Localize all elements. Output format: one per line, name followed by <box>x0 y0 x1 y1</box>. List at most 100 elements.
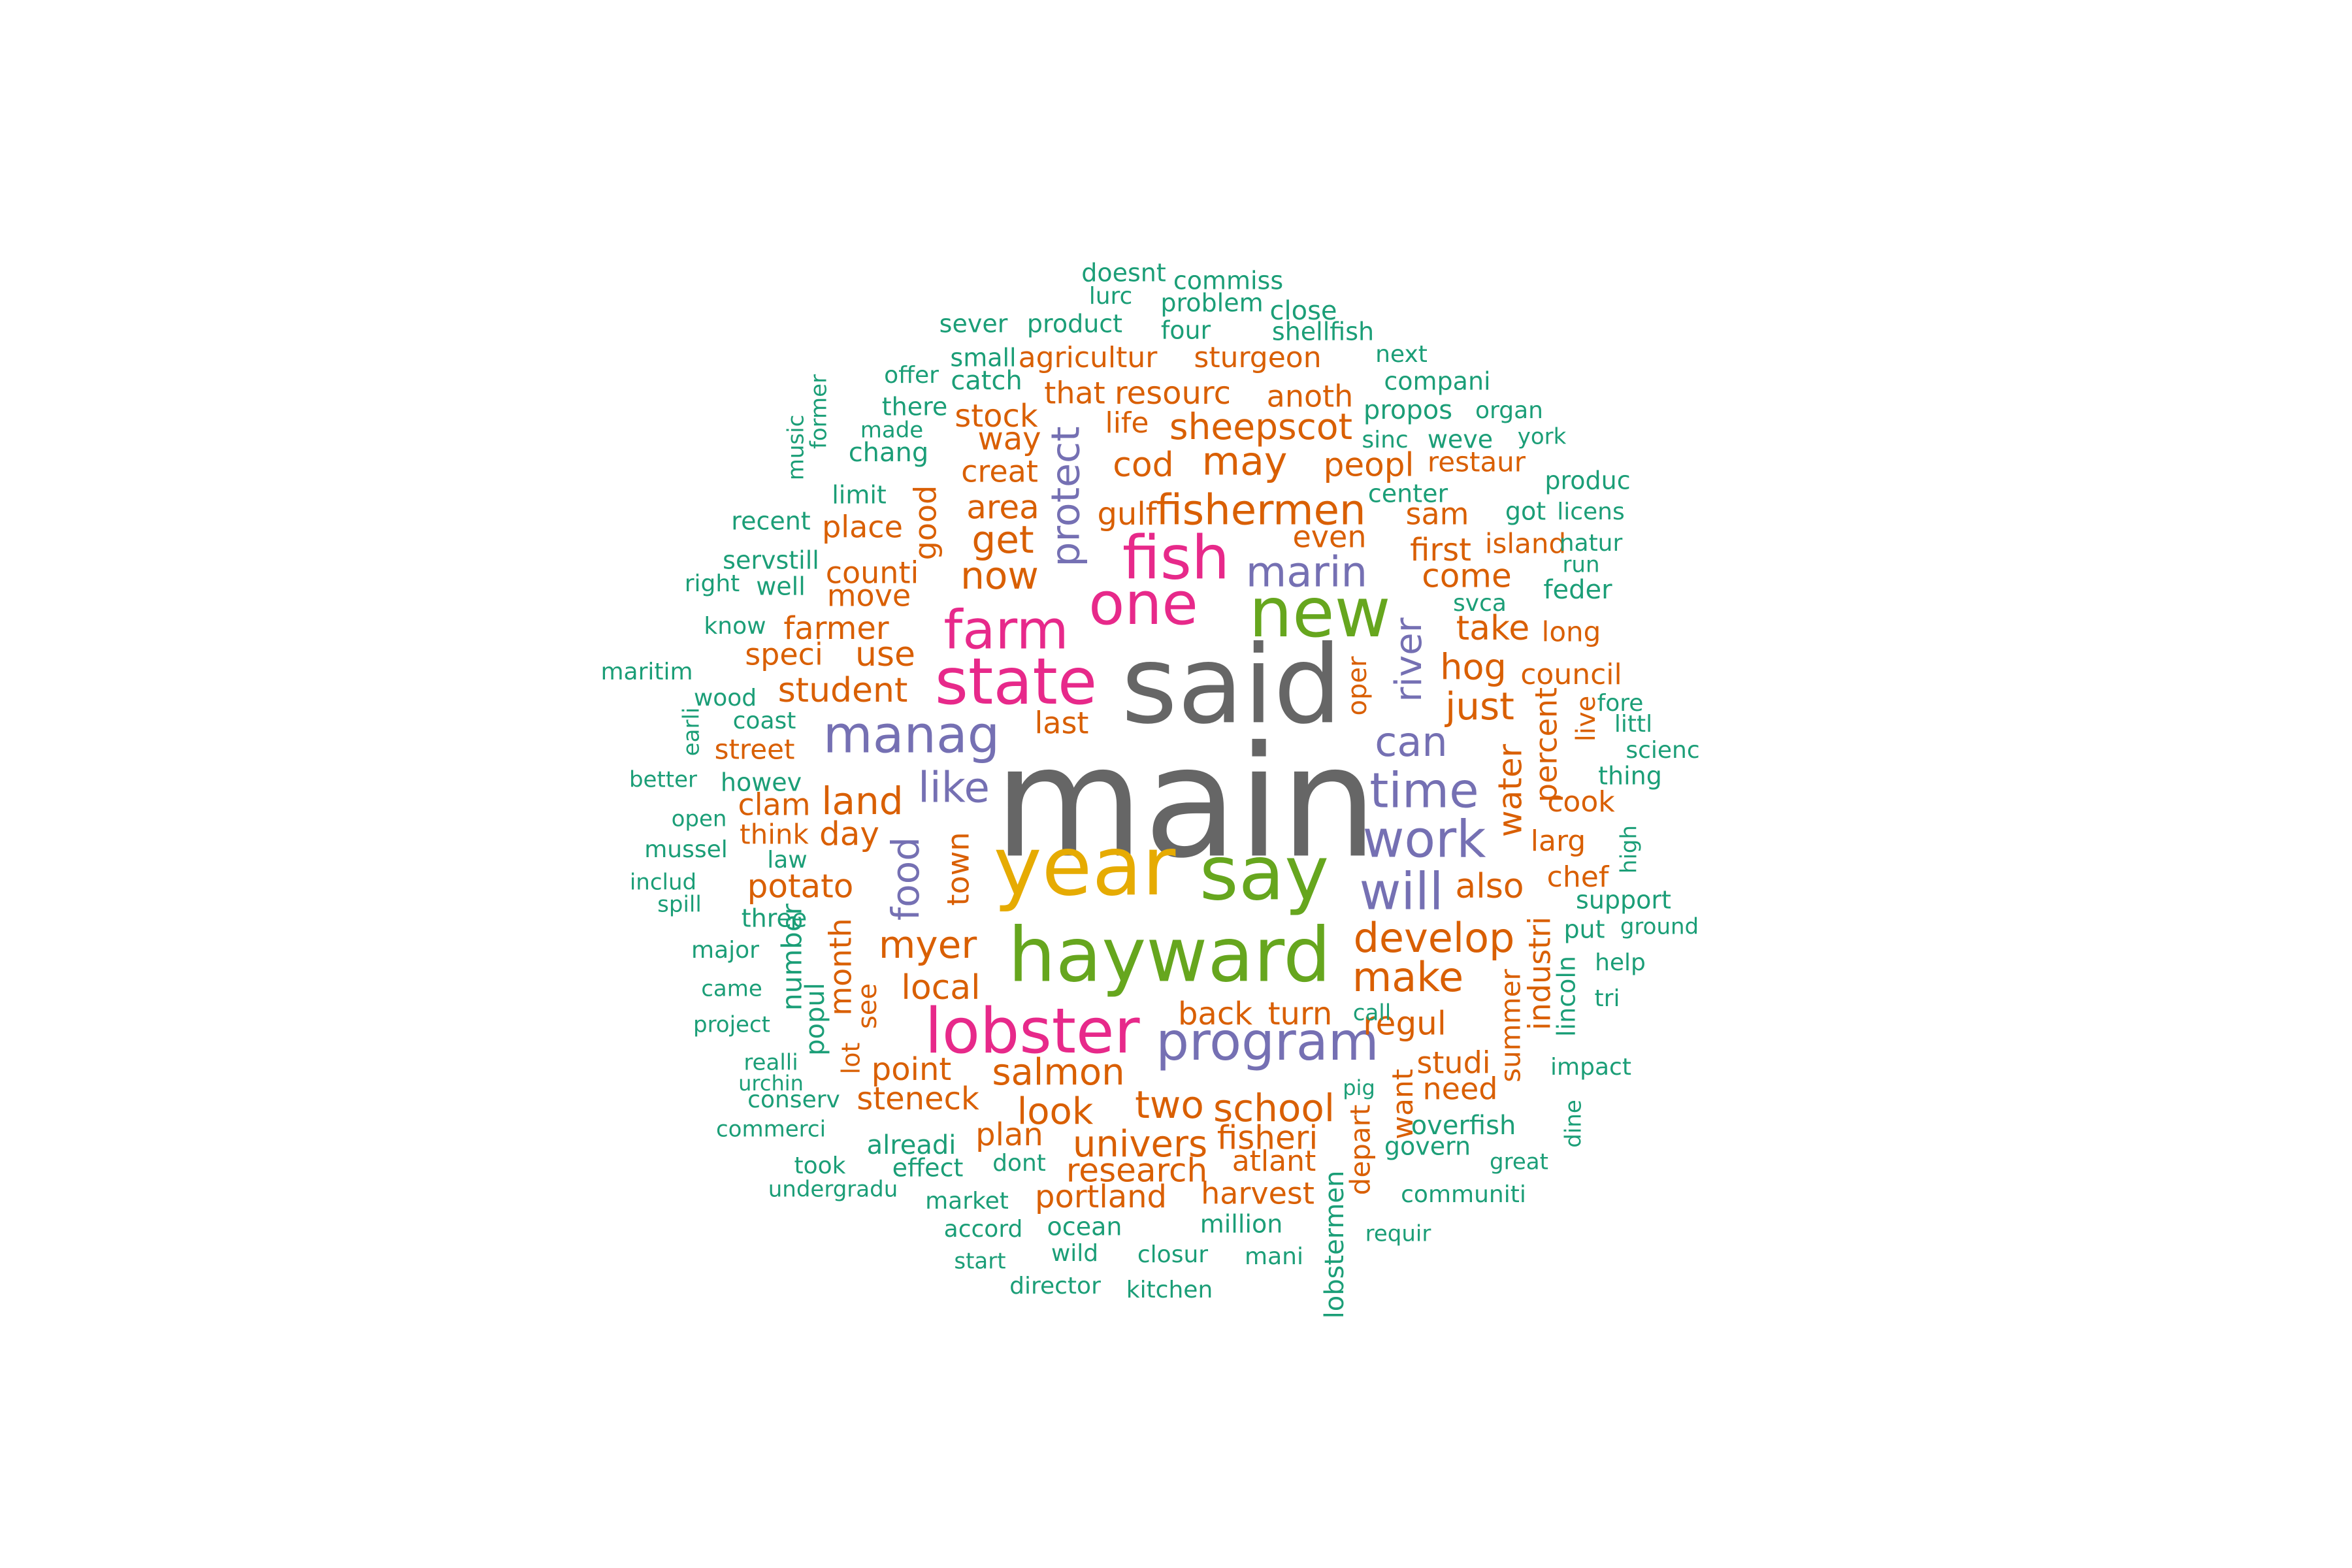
word-farmer: farmer <box>783 610 889 647</box>
word-island: island <box>1485 528 1566 560</box>
word-cook: cook <box>1547 785 1615 819</box>
word-doesnt: doesnt <box>1081 259 1166 287</box>
word-govern: govern <box>1384 1132 1471 1161</box>
word-manag: manag <box>823 706 1000 764</box>
word-last: last <box>1035 706 1089 741</box>
word-farm: farm <box>943 599 1068 661</box>
word-univers: univers <box>1073 1123 1207 1166</box>
word-fish: fish <box>1122 523 1230 593</box>
word-impact: impact <box>1550 1054 1631 1081</box>
word-town: town <box>941 832 976 906</box>
word-industri: industri <box>1522 917 1558 1030</box>
word-harvest: harvest <box>1201 1176 1315 1211</box>
word-see: see <box>853 983 883 1029</box>
word-center: center <box>1368 480 1448 508</box>
word-street: street <box>715 734 795 766</box>
word-lot: lot <box>837 1043 866 1075</box>
word-small: small <box>950 344 1016 372</box>
word-great: great <box>1490 1149 1548 1175</box>
word-recent: recent <box>731 507 810 536</box>
word-get: get <box>972 517 1034 562</box>
word-maritim: maritim <box>600 659 693 685</box>
word-new: new <box>1249 573 1390 653</box>
word-ocean: ocean <box>1047 1213 1122 1241</box>
word-work: work <box>1363 810 1486 869</box>
word-former: former <box>806 374 832 449</box>
word-place: place <box>822 510 903 545</box>
word-requir: requir <box>1365 1221 1431 1247</box>
word-urchin: urchin <box>738 1071 804 1096</box>
word-river: river <box>1388 617 1430 702</box>
word-point: point <box>872 1051 951 1088</box>
word-includ: includ <box>630 870 696 896</box>
word-now: now <box>960 553 1039 598</box>
word-overfish: overfish <box>1411 1111 1516 1141</box>
word-next: next <box>1375 341 1428 368</box>
word-limit: limit <box>832 481 887 510</box>
word-studi: studi <box>1416 1045 1490 1081</box>
word-will: will <box>1360 862 1444 921</box>
word-council: council <box>1520 658 1622 691</box>
word-main: main <box>994 713 1377 892</box>
word-one: one <box>1088 570 1198 638</box>
word-larg: larg <box>1531 825 1586 858</box>
word-compani: compani <box>1384 367 1490 396</box>
word-hog: hog <box>1440 647 1507 688</box>
word-turn: turn <box>1268 996 1333 1032</box>
word-develop: develop <box>1354 914 1515 962</box>
word-howev: howev <box>721 768 802 797</box>
word-wild: wild <box>1051 1240 1098 1267</box>
word-made: made <box>860 417 923 444</box>
word-protect: protect <box>1043 426 1089 566</box>
word-well: well <box>756 572 806 601</box>
word-lobstermen: lobstermen <box>1320 1171 1350 1319</box>
word-day: day <box>819 815 879 853</box>
word-month: month <box>823 918 858 1015</box>
word-know: know <box>704 613 766 640</box>
word-life: life <box>1105 406 1149 440</box>
word-mani: mani <box>1245 1243 1303 1270</box>
word-problem: problem <box>1160 289 1263 318</box>
word-regul: regul <box>1363 1005 1446 1043</box>
word-depart: depart <box>1345 1105 1377 1196</box>
word-closur: closur <box>1137 1241 1208 1268</box>
word-sheepscot: sheepscot <box>1169 406 1352 448</box>
word-state: state <box>935 645 1097 719</box>
word-make: make <box>1352 953 1463 1001</box>
word-steneck: steneck <box>857 1081 979 1117</box>
word-student: student <box>778 671 908 710</box>
word-organ: organ <box>1475 397 1543 424</box>
word-creat: creat <box>961 454 1038 489</box>
word-number: number <box>776 903 808 1011</box>
word-right: right <box>685 570 740 597</box>
word-sam: sam <box>1406 497 1469 532</box>
word-earli: earli <box>679 708 705 757</box>
word-york: york <box>1518 424 1567 450</box>
word-clam: clam <box>738 787 810 823</box>
word-salmon: salmon <box>992 1051 1124 1094</box>
word-effect: effect <box>892 1154 964 1183</box>
word-time: time <box>1369 763 1478 819</box>
word-look: look <box>1017 1090 1094 1133</box>
word-took: took <box>794 1152 845 1179</box>
word-four: four <box>1161 316 1211 345</box>
word-conserv: conserv <box>747 1086 840 1113</box>
word-food: food <box>883 837 928 921</box>
word-may: may <box>1202 439 1288 485</box>
word-wood: wood <box>694 685 757 711</box>
word-atlant: atlant <box>1232 1145 1316 1178</box>
word-got: got <box>1505 497 1546 526</box>
word-use: use <box>855 635 915 674</box>
word-propos: propos <box>1364 395 1452 425</box>
word-said: said <box>1121 622 1342 747</box>
word-open: open <box>672 806 727 832</box>
word-portland: portland <box>1035 1179 1167 1215</box>
word-speci: speci <box>745 637 823 672</box>
word-chef: chef <box>1547 860 1610 894</box>
word-come: come <box>1422 557 1512 595</box>
word-good: good <box>908 485 943 561</box>
word-law: law <box>767 847 808 874</box>
word-take: take <box>1456 609 1530 648</box>
word-fishermen: fishermen <box>1156 487 1365 535</box>
word-move: move <box>827 578 911 613</box>
